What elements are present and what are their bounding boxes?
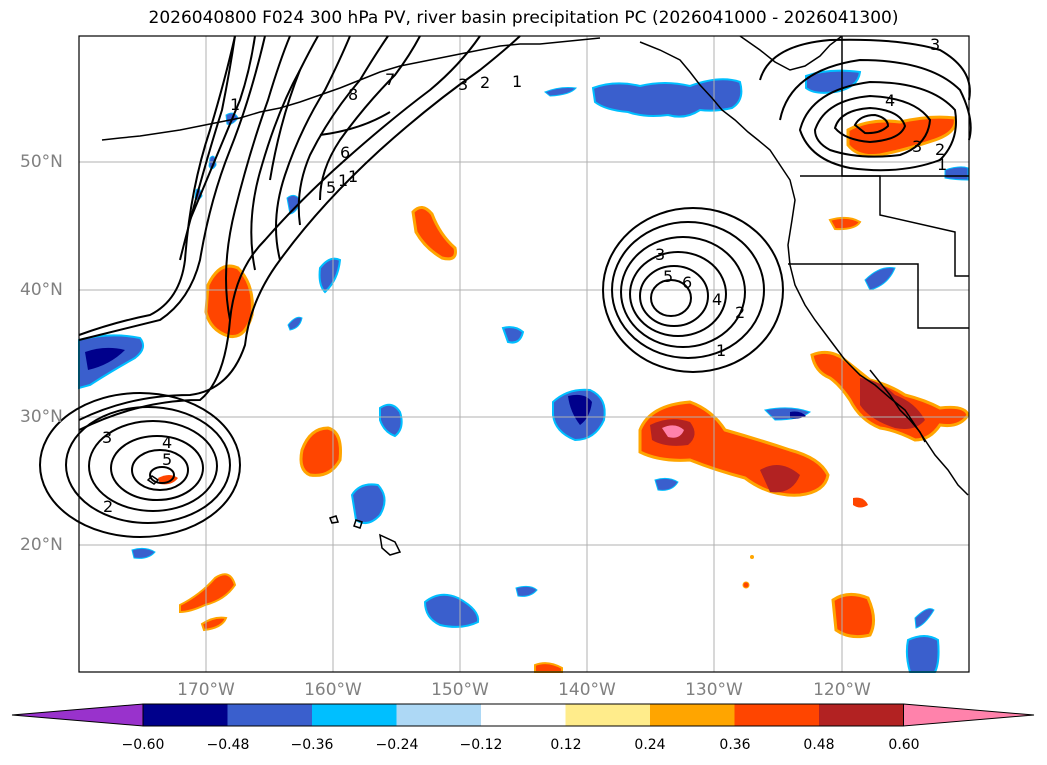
contour-label: 6 (682, 273, 692, 292)
contour-label: 1 (348, 167, 358, 186)
contour-label: 1 (512, 72, 522, 91)
contour-label: 2 (480, 73, 490, 92)
contour-label: 3 (912, 137, 922, 156)
colorbar-tick-label: −0.12 (459, 737, 503, 753)
lat-label-50n: 50°N (20, 152, 63, 172)
contour-label: 5 (663, 267, 673, 286)
colorbar-tick-label: 0.60 (888, 737, 920, 753)
colorbar-tick-label: 0.36 (719, 737, 751, 753)
colorbar-segment (650, 704, 735, 726)
colorbar-segment (481, 704, 566, 726)
colorbar-tick-label: 0.12 (550, 737, 582, 753)
colorbar-tick-label: −0.36 (290, 737, 334, 753)
map-gridlines (79, 36, 969, 672)
contour-label: 4 (162, 433, 172, 452)
lat-label-40n: 40°N (20, 280, 63, 300)
colorbar-tick-label: −0.24 (375, 737, 419, 753)
contour-label: 2 (103, 497, 113, 516)
colorbar-extend-low (11, 703, 144, 727)
colorbar-border (142, 703, 904, 727)
contour-label: 5 (162, 450, 172, 469)
lon-label-160w: 160°W (304, 680, 362, 700)
colorbar-segment (143, 704, 228, 726)
map-title: 2026040800 F024 300 hPa PV, river basin … (148, 8, 899, 28)
colorbar-segment (396, 704, 481, 726)
contour-labels: 1 8 7 3 2 1 6 5 1 1 3 5 6 4 2 1 3 4 5 2 … (102, 35, 947, 516)
colorbar-extend-high (903, 703, 1035, 727)
colorbar-tick-label: 0.48 (803, 737, 835, 753)
colorbar-tick-label: −0.48 (206, 737, 250, 753)
precip-positive-anomalies (158, 115, 970, 673)
map-frame (78, 35, 970, 673)
contour-label: 6 (340, 143, 350, 162)
lon-label-170w: 170°W (177, 680, 235, 700)
colorbar-segment (734, 704, 819, 726)
colorbar-segment (227, 704, 312, 726)
contour-label: 2 (935, 140, 945, 159)
lon-label-140w: 140°W (558, 680, 616, 700)
contour-label: 3 (930, 35, 940, 54)
lat-label-30n: 30°N (20, 407, 63, 427)
lat-label-20n: 20°N (20, 535, 63, 555)
contour-label: 8 (348, 85, 358, 104)
contour-label: 3 (102, 428, 112, 447)
colorbar-tick-label: −0.60 (121, 737, 165, 753)
colorbar-segment (565, 704, 650, 726)
colorbar-segment (819, 704, 904, 726)
contour-label: 5 (326, 178, 336, 197)
colorbar-segment (312, 704, 397, 726)
pv-contours (39, 35, 972, 538)
lon-label-120w: 120°W (813, 680, 871, 700)
contour-label: 4 (712, 290, 722, 309)
contour-label: 1 (230, 95, 240, 114)
contour-label: 1 (716, 341, 726, 360)
contour-label: 3 (655, 245, 665, 264)
contour-label: 1 (937, 155, 947, 174)
lon-label-130w: 130°W (685, 680, 743, 700)
contour-label: 2 (735, 303, 745, 322)
lon-label-150w: 150°W (431, 680, 489, 700)
contour-label: 4 (885, 91, 895, 110)
colorbar-tick-label: 0.24 (634, 737, 666, 753)
contour-label: 1 (338, 171, 348, 190)
contour-label: 3 (458, 75, 468, 94)
contour-label: 7 (385, 70, 395, 89)
